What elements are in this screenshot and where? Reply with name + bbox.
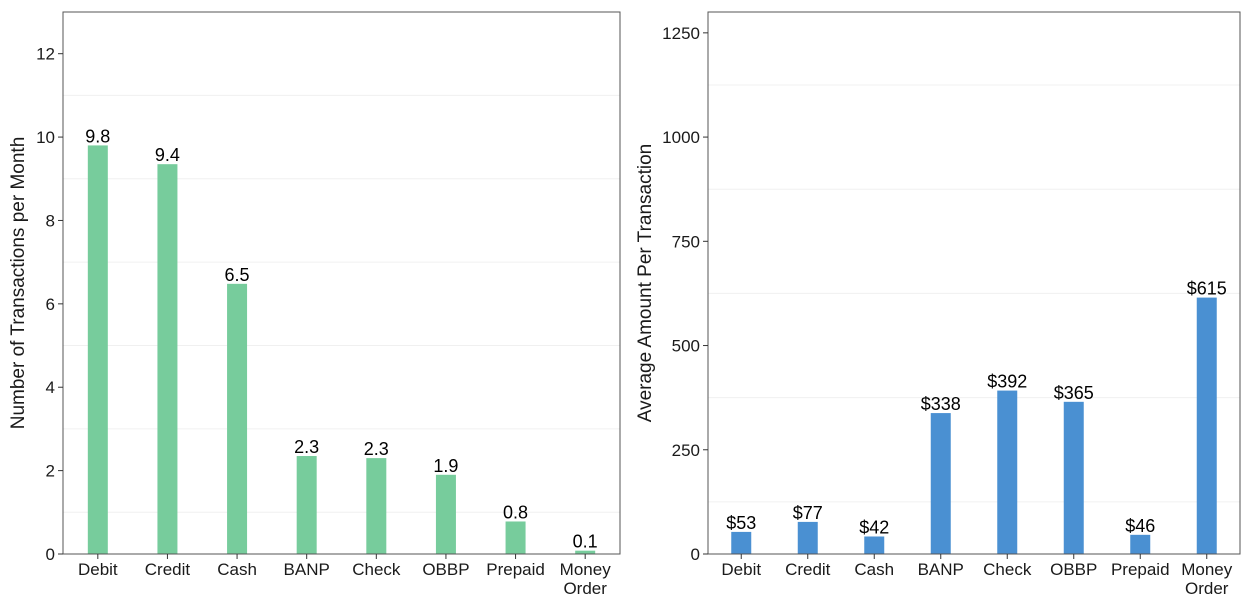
bar — [435, 474, 456, 554]
bar — [227, 283, 248, 554]
data-label: $53 — [726, 513, 756, 533]
bar — [296, 456, 317, 554]
data-label: 0.1 — [573, 532, 598, 552]
right-chart-average-amount: $53 $77 $42 $338 $392 $365 $46 $615 0 250 500 750 10… — [635, 11, 1241, 596]
bar — [1063, 401, 1084, 554]
x-tick-label: Money Order — [1181, 560, 1233, 596]
data-label: 1.9 — [433, 456, 458, 476]
x-tick-label: BANP — [918, 560, 964, 579]
y-tick-label: 0 — [46, 545, 55, 564]
bar — [1196, 297, 1217, 554]
data-label: $392 — [987, 372, 1027, 392]
x-tick-label: Check — [983, 560, 1032, 579]
data-label: $77 — [793, 503, 823, 523]
plot-border — [707, 11, 1241, 555]
bar — [997, 390, 1018, 554]
x-tick-label: Debit — [721, 560, 761, 579]
x-tick-label: Credit — [145, 560, 191, 579]
data-label: 2.3 — [364, 439, 389, 459]
data-label: $615 — [1187, 279, 1227, 299]
y-axis-title: Number of Transactions per Month — [8, 137, 29, 430]
y-axis-title: Average Amount Per Transaction — [635, 144, 656, 422]
x-tick-label: Debit — [78, 560, 118, 579]
data-label: $365 — [1054, 383, 1094, 403]
x-tick-label: Cash — [854, 560, 894, 579]
bar — [575, 550, 596, 554]
y-tick-label: 6 — [46, 295, 55, 314]
x-tick-label: Cash — [217, 560, 257, 579]
x-tick-label: Prepaid — [1111, 560, 1170, 579]
y-tick-label: 4 — [46, 378, 55, 397]
x-tick-label: Prepaid — [486, 560, 545, 579]
data-label: $42 — [859, 517, 889, 537]
y-tick-label: 10 — [36, 128, 55, 147]
x-tick-label: Check — [352, 560, 401, 579]
y-tick-label: 2 — [46, 462, 55, 481]
data-label: 2.3 — [294, 437, 319, 457]
x-tick-label: OBBP — [1050, 560, 1097, 579]
y-tick-label: 1250 — [662, 24, 700, 43]
data-label: 9.8 — [85, 126, 110, 146]
bar — [87, 145, 108, 554]
x-tick-label: BANP — [284, 560, 330, 579]
y-tick-label: 0 — [691, 545, 700, 564]
y-tick-label: 750 — [672, 232, 700, 251]
data-label: $46 — [1125, 516, 1155, 536]
y-tick-label: 250 — [672, 441, 700, 460]
plot-border — [62, 11, 621, 555]
bar — [157, 164, 178, 554]
y-tick-label: 12 — [36, 45, 55, 64]
data-label: $338 — [921, 394, 961, 414]
y-tick-label: 500 — [672, 337, 700, 356]
data-label: 0.8 — [503, 502, 528, 522]
data-label: 9.4 — [155, 145, 180, 165]
bar — [930, 413, 951, 554]
bar — [505, 521, 526, 554]
y-tick-label: 8 — [46, 211, 55, 230]
bar — [864, 536, 885, 554]
left-chart-transactions-per-month: 9.8 9.4 6.5 2.3 2.3 1.9 0.8 0.1 0 2 4 6 8 10 12 Debit Cr… — [8, 11, 621, 596]
bar — [731, 531, 752, 554]
x-tick-label: Credit — [785, 560, 831, 579]
data-label: 6.5 — [225, 265, 250, 285]
bar — [1130, 534, 1151, 554]
x-tick-label: Money Order — [560, 560, 612, 596]
y-tick-label: 1000 — [662, 128, 700, 147]
x-tick-label: OBBP — [422, 560, 469, 579]
bar — [797, 521, 818, 554]
bar — [366, 458, 387, 554]
